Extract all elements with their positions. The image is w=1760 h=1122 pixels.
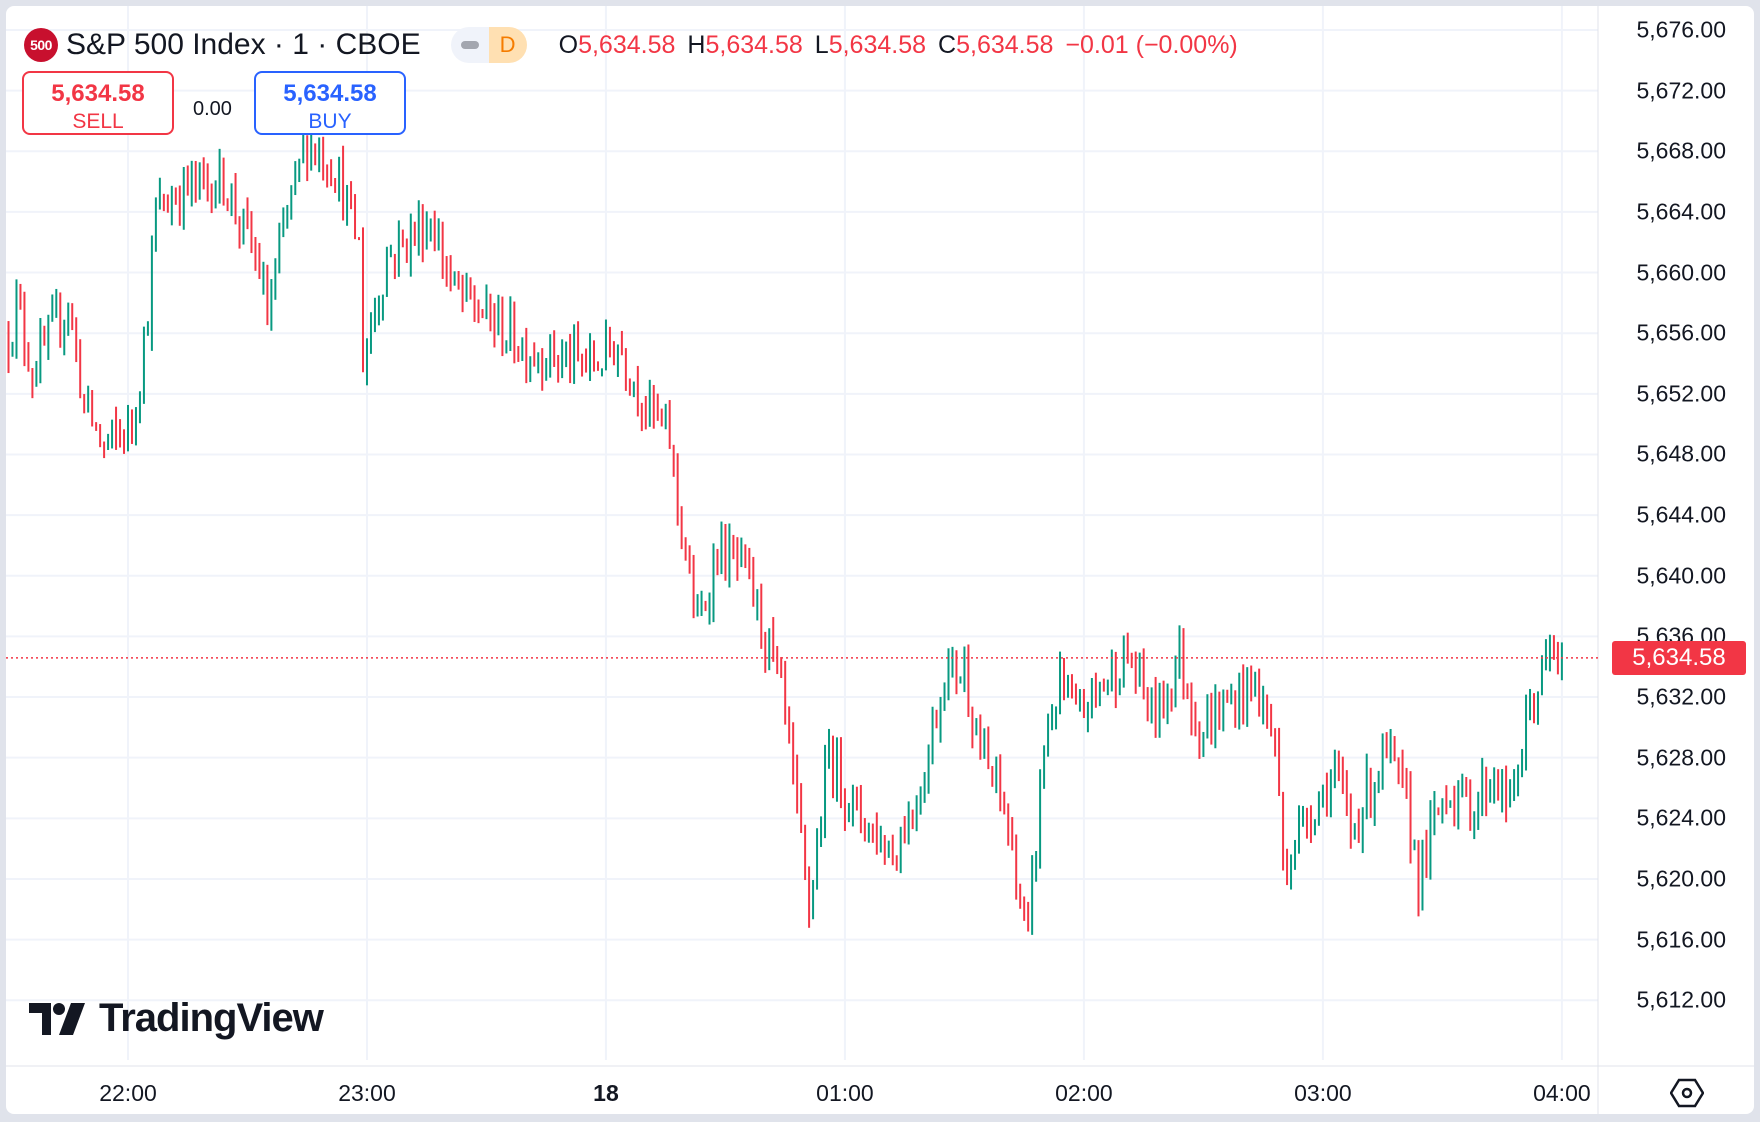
price-tick-label: 5,644.00 <box>1636 501 1726 528</box>
time-tick-label: 01:00 <box>816 1080 874 1106</box>
buy-label: BUY <box>308 110 352 133</box>
price-tick-label: 5,676.00 <box>1636 16 1726 43</box>
time-tick-label: 22:00 <box>99 1080 157 1106</box>
price-tick-label: 5,668.00 <box>1636 137 1726 164</box>
time-tick-label: 23:00 <box>338 1080 396 1106</box>
ohlc-close: C5,634.58 <box>938 30 1054 59</box>
price-tick-label: 5,628.00 <box>1636 744 1726 771</box>
time-tick-label: 02:00 <box>1055 1080 1113 1106</box>
price-tick-label: 5,632.00 <box>1636 683 1726 710</box>
symbol-header: 500 S&P 500 Index · 1 · CBOE D O5,634.58… <box>24 26 1238 64</box>
sell-label: SELL <box>72 110 124 133</box>
dot-icon <box>450 27 489 63</box>
price-tick-label: 5,624.00 <box>1636 804 1726 831</box>
buy-price: 5,634.58 <box>283 80 377 107</box>
logo-text: TradingView <box>99 996 324 1040</box>
price-tick-label: 5,652.00 <box>1636 380 1726 407</box>
market-status[interactable]: D <box>450 27 527 63</box>
price-tick-label: 5,612.00 <box>1636 986 1726 1013</box>
market-status-letter: D <box>488 27 527 63</box>
gear-hexagon-icon[interactable] <box>1670 1076 1704 1110</box>
sell-price: 5,634.58 <box>51 80 145 107</box>
chart-panel: 500 S&P 500 Index · 1 · CBOE D O5,634.58… <box>6 6 1754 1114</box>
price-tick-label: 5,616.00 <box>1636 926 1726 953</box>
ohlc-low: L5,634.58 <box>814 30 927 59</box>
price-chart[interactable] <box>6 6 1754 1114</box>
time-tick-label: 18 <box>593 1080 619 1106</box>
price-tick-label: 5,640.00 <box>1636 562 1726 589</box>
ohlc-values: O5,634.58 H5,634.58 L5,634.58 C5,634.58 … <box>559 31 1238 60</box>
price-tick-label: 5,660.00 <box>1636 259 1726 286</box>
price-tick-label: 5,672.00 <box>1636 77 1726 104</box>
sell-button[interactable]: 5,634.58 SELL <box>22 71 174 135</box>
price-tick-label: 5,620.00 <box>1636 865 1726 892</box>
price-change: −0.01 (−0.00%) <box>1065 30 1238 59</box>
ohlc-open: O5,634.58 <box>558 30 676 59</box>
buy-button[interactable]: 5,634.58 BUY <box>254 71 406 135</box>
price-tick-label: 5,664.00 <box>1636 198 1726 225</box>
symbol-title[interactable]: S&P 500 Index · 1 · CBOE <box>66 28 421 61</box>
spread-value: 0.00 <box>193 98 232 120</box>
symbol-logo: 500 <box>24 28 58 62</box>
time-tick-label: 04:00 <box>1533 1080 1591 1106</box>
tradingview-logo-icon <box>29 1002 85 1035</box>
price-tick-label: 5,648.00 <box>1636 440 1726 467</box>
ohlc-high: H5,634.58 <box>687 30 803 59</box>
tradingview-logo[interactable]: TradingView <box>29 996 324 1041</box>
price-tick-label: 5,656.00 <box>1636 319 1726 346</box>
time-tick-label: 03:00 <box>1294 1080 1352 1106</box>
last-price-tag: 5,634.58 <box>1612 640 1746 675</box>
